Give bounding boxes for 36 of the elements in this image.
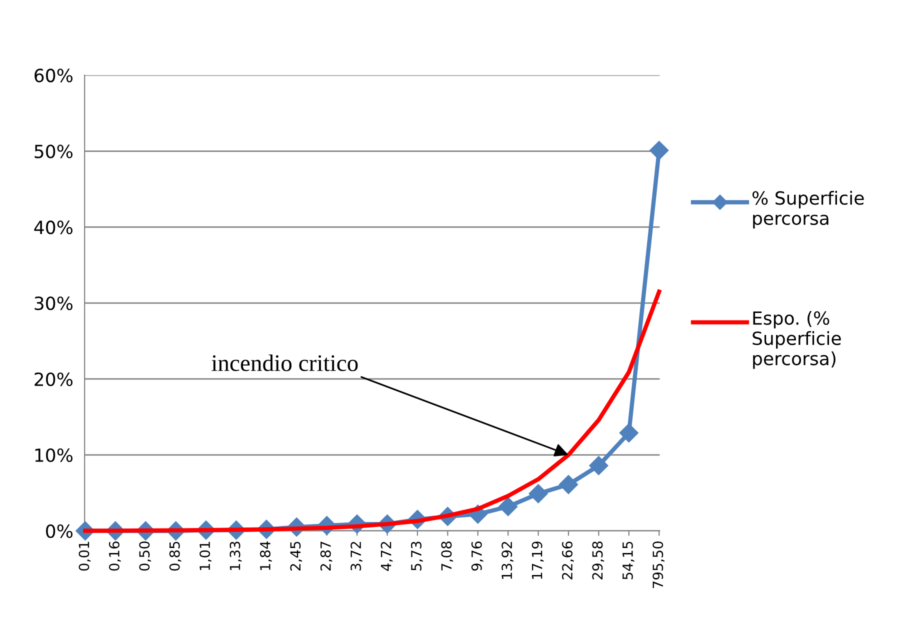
legend-label: Espo. (% Superficie percorsa) (752, 310, 841, 369)
y-tick-label: 30% (34, 296, 72, 310)
y-tick-label: 50% (34, 144, 72, 158)
x-tick-label: 7,08 (441, 542, 454, 570)
x-tick-label: 0,50 (139, 542, 152, 571)
x-tick-label: 0,16 (108, 541, 121, 571)
point (650, 140, 669, 160)
x-tick-label: 1,01 (200, 542, 212, 570)
x-tick-label: 0,85 (169, 542, 182, 571)
legend-label: % Superficie percorsa (752, 190, 864, 229)
x-tick-label: 0,01 (78, 542, 91, 571)
x-tick-label: 54,15 (622, 542, 634, 580)
y-tick-label: 0% (46, 524, 72, 538)
x-tick-label: 1,84 (260, 541, 272, 570)
x-tick-label: 3,72 (350, 542, 362, 570)
x-tick-label: 5,73 (410, 542, 423, 570)
x-tick-label: 795,50 (652, 542, 665, 588)
x-tick-label: 17,19 (532, 542, 544, 579)
x-tick-label: 29,58 (592, 542, 604, 580)
point (558, 475, 578, 494)
point (528, 484, 548, 504)
x-tick-label: 13,92 (502, 542, 514, 579)
x-tick-label: 1,33 (230, 542, 242, 570)
y-tick-label: 10% (35, 448, 72, 462)
x-tick-label: 22,66 (562, 541, 574, 580)
point (619, 423, 638, 442)
y-tick-label: 60% (34, 68, 72, 82)
point (589, 456, 608, 476)
x-tick-label: 2,45 (290, 542, 302, 571)
x-tick-label: 2,87 (320, 542, 332, 571)
y-tick-label: 40% (34, 220, 72, 234)
y-tick-label: 20% (34, 372, 72, 386)
point (498, 497, 518, 516)
x-tick-label: 4,72 (380, 542, 393, 571)
annotation: incendio critico (212, 354, 358, 372)
x-tick-label: 9,76 (471, 541, 484, 571)
